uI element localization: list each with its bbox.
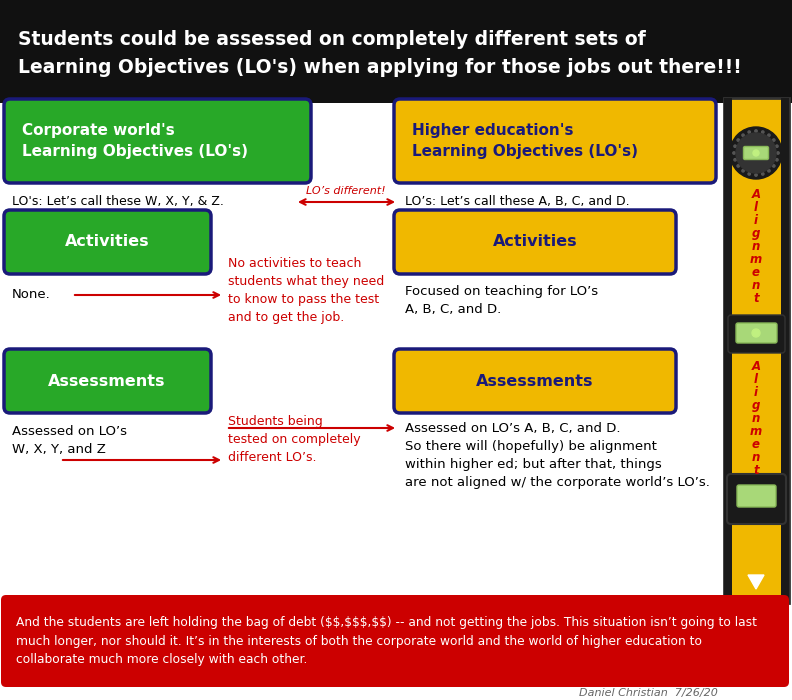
Text: No activities to teach
students what they need
to know to pass the test
and to g: No activities to teach students what the… — [228, 257, 384, 324]
FancyBboxPatch shape — [736, 323, 777, 343]
FancyBboxPatch shape — [1, 595, 789, 687]
FancyBboxPatch shape — [728, 315, 785, 353]
Text: n: n — [752, 451, 760, 464]
Text: LO's: Let’s call these W, X, Y, & Z.: LO's: Let’s call these W, X, Y, & Z. — [12, 195, 224, 209]
Text: Assessments: Assessments — [476, 374, 594, 388]
FancyBboxPatch shape — [781, 98, 789, 603]
FancyBboxPatch shape — [4, 99, 311, 183]
Circle shape — [734, 145, 737, 148]
Text: Assessed on LO’s A, B, C, and D.
So there will (hopefully) be alignment
within h: Assessed on LO’s A, B, C, and D. So ther… — [405, 422, 710, 489]
Circle shape — [742, 169, 744, 172]
Text: i: i — [754, 214, 758, 227]
Text: Students being
tested on completely
different LO’s.: Students being tested on completely diff… — [228, 415, 360, 464]
FancyBboxPatch shape — [0, 97, 722, 598]
Circle shape — [753, 150, 759, 156]
Circle shape — [767, 134, 770, 136]
Text: e: e — [752, 438, 760, 451]
FancyBboxPatch shape — [394, 349, 676, 413]
Circle shape — [742, 134, 744, 136]
Text: Learning Objectives (LO's) when applying for those jobs out there!!!: Learning Objectives (LO's) when applying… — [18, 58, 742, 77]
Circle shape — [736, 133, 776, 173]
Circle shape — [777, 152, 779, 154]
FancyBboxPatch shape — [724, 98, 789, 603]
FancyBboxPatch shape — [0, 0, 792, 103]
Circle shape — [737, 164, 740, 167]
Text: t: t — [753, 292, 759, 305]
Circle shape — [752, 329, 760, 337]
Circle shape — [775, 145, 778, 148]
Text: Activities: Activities — [493, 234, 577, 249]
Text: n: n — [752, 412, 760, 425]
Circle shape — [734, 159, 737, 161]
Text: n: n — [752, 279, 760, 292]
FancyBboxPatch shape — [394, 99, 716, 183]
Circle shape — [762, 131, 764, 133]
Text: Focused on teaching for LO’s
A, B, C, and D.: Focused on teaching for LO’s A, B, C, an… — [405, 285, 598, 316]
Text: A: A — [752, 360, 760, 373]
Text: t: t — [753, 464, 759, 477]
Text: Assessments: Assessments — [48, 374, 166, 388]
Text: m: m — [750, 425, 762, 438]
Text: Corporate world's
Learning Objectives (LO's): Corporate world's Learning Objectives (L… — [22, 123, 248, 159]
Text: And the students are left holding the bag of debt ($$,$$$,$$) -- and not getting: And the students are left holding the ba… — [16, 616, 757, 666]
Text: Students could be assessed on completely different sets of: Students could be assessed on completely… — [18, 30, 645, 49]
FancyBboxPatch shape — [4, 349, 211, 413]
Circle shape — [762, 173, 764, 175]
Text: Higher education's
Learning Objectives (LO's): Higher education's Learning Objectives (… — [412, 123, 638, 159]
Text: None.: None. — [12, 288, 51, 302]
Circle shape — [737, 139, 740, 141]
Text: e: e — [752, 266, 760, 279]
FancyBboxPatch shape — [744, 146, 768, 160]
FancyBboxPatch shape — [727, 474, 786, 524]
Text: Activities: Activities — [65, 234, 150, 249]
Text: LO’s different!: LO’s different! — [307, 186, 386, 196]
Circle shape — [748, 131, 750, 133]
Circle shape — [767, 169, 770, 172]
FancyBboxPatch shape — [724, 98, 732, 603]
FancyBboxPatch shape — [394, 210, 676, 274]
Text: g: g — [752, 227, 760, 240]
Text: l: l — [754, 201, 758, 214]
Circle shape — [748, 173, 750, 175]
Circle shape — [773, 139, 775, 141]
FancyBboxPatch shape — [4, 210, 211, 274]
Circle shape — [755, 174, 757, 176]
Circle shape — [775, 159, 778, 161]
Circle shape — [773, 164, 775, 167]
Text: n: n — [752, 240, 760, 253]
Polygon shape — [748, 575, 764, 589]
Text: Daniel Christian  7/26/20: Daniel Christian 7/26/20 — [579, 688, 718, 698]
FancyBboxPatch shape — [737, 485, 776, 507]
Text: Assessed on LO’s
W, X, Y, and Z: Assessed on LO’s W, X, Y, and Z — [12, 425, 127, 456]
Text: l: l — [754, 373, 758, 386]
Text: g: g — [752, 399, 760, 412]
Circle shape — [730, 127, 782, 179]
Circle shape — [755, 130, 757, 132]
Text: i: i — [754, 386, 758, 399]
Text: LO’s: Let’s call these A, B, C, and D.: LO’s: Let’s call these A, B, C, and D. — [405, 195, 630, 209]
Text: m: m — [750, 253, 762, 266]
Text: A: A — [752, 188, 760, 201]
Circle shape — [733, 152, 735, 154]
